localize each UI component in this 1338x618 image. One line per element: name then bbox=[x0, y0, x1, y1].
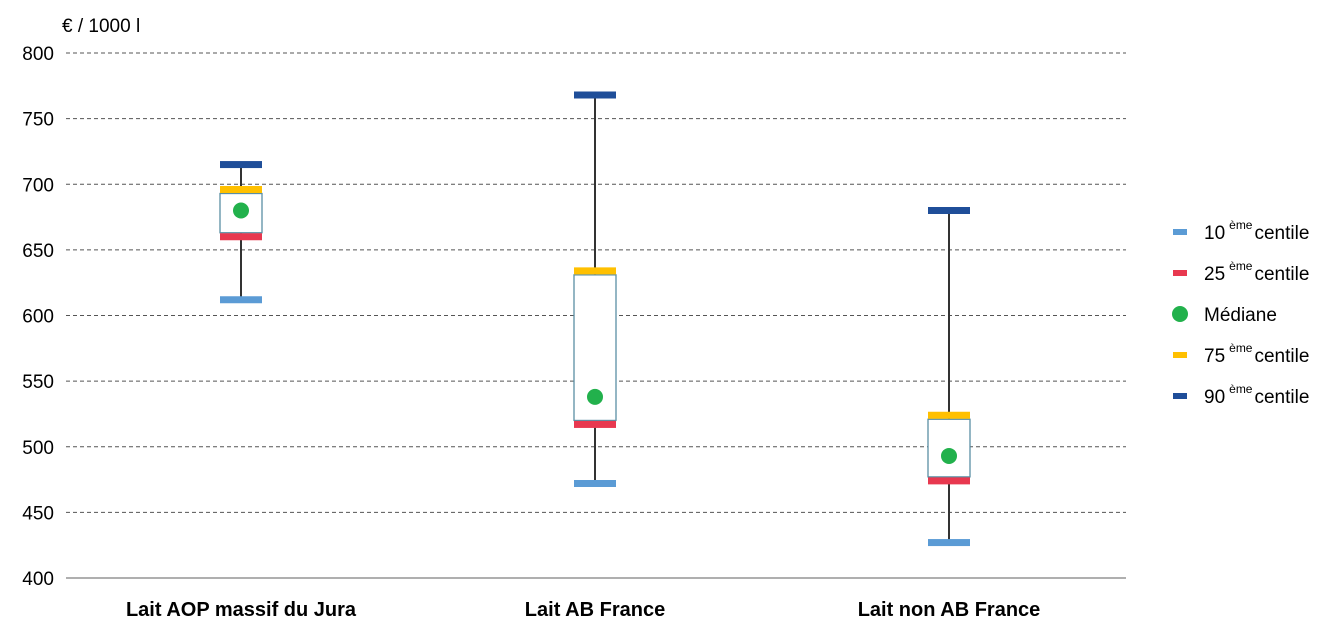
x-axis-categories: Lait AOP massif du Jura Lait AB France Lai… bbox=[126, 599, 1040, 618]
p25-marker bbox=[220, 233, 262, 241]
legend-bar-icon bbox=[1173, 393, 1187, 399]
legend-superscript: ème bbox=[1229, 382, 1253, 396]
box-group bbox=[219, 161, 263, 304]
p10-marker bbox=[220, 296, 262, 304]
p90-marker bbox=[220, 161, 262, 169]
legend-bar-icon bbox=[1173, 270, 1187, 276]
legend-suffix: centile bbox=[1254, 264, 1309, 285]
category-label: Lait AOP massif du Jura bbox=[126, 599, 357, 618]
legend-label: 90 ème centile bbox=[1204, 382, 1309, 408]
y-tick-label: 600 bbox=[22, 307, 54, 328]
p10-marker bbox=[574, 480, 616, 487]
legend-value: 75 bbox=[1204, 346, 1225, 367]
legend-bar-icon bbox=[1173, 352, 1187, 358]
legend-superscript: ème bbox=[1229, 259, 1253, 273]
median-marker bbox=[941, 447, 957, 464]
legend-label: 75 ème centile bbox=[1204, 341, 1309, 367]
p25-marker bbox=[574, 420, 616, 428]
p10-marker bbox=[928, 539, 970, 547]
y-tick-label: 800 bbox=[22, 44, 54, 65]
y-tick-label: 750 bbox=[22, 110, 54, 131]
p25-marker bbox=[928, 477, 970, 485]
legend-value: Médiane bbox=[1204, 305, 1277, 326]
legend-dot-icon bbox=[1172, 306, 1188, 322]
y-axis-unit-label: € / 1000 l bbox=[62, 16, 140, 37]
median-marker bbox=[233, 202, 249, 219]
category-label: Lait non AB France bbox=[858, 599, 1041, 618]
p90-marker bbox=[928, 207, 970, 214]
legend-value: 25 bbox=[1204, 264, 1225, 285]
p90-marker bbox=[574, 91, 616, 99]
legend-value: 90 bbox=[1204, 387, 1225, 408]
legend-superscript: ème bbox=[1229, 341, 1253, 355]
legend-item: 75 ème centile bbox=[1173, 341, 1309, 367]
legend-label: 25 ème centile bbox=[1204, 259, 1309, 285]
y-tick-label: 500 bbox=[22, 438, 54, 459]
legend-item: 90 ème centile bbox=[1173, 382, 1309, 408]
legend-label: 10 ème centile bbox=[1204, 218, 1309, 244]
p75-marker bbox=[574, 267, 616, 275]
legend-suffix: centile bbox=[1254, 223, 1309, 244]
p75-marker bbox=[928, 411, 970, 419]
legend-item: 25 ème centile bbox=[1173, 259, 1309, 285]
y-tick-label: 400 bbox=[22, 569, 54, 590]
legend-value: 10 bbox=[1204, 223, 1225, 244]
legend-bar-icon bbox=[1173, 229, 1187, 235]
y-tick-label: 550 bbox=[22, 372, 54, 393]
box-group bbox=[573, 91, 617, 487]
p75-marker bbox=[220, 186, 262, 193]
legend-item: 10 ème centile bbox=[1173, 218, 1309, 244]
box-plots bbox=[219, 91, 971, 547]
y-tick-label: 700 bbox=[22, 175, 54, 196]
legend-item: Médiane bbox=[1172, 305, 1277, 326]
box-group bbox=[927, 207, 971, 547]
legend-label: Médiane bbox=[1204, 305, 1277, 326]
legend-superscript: ème bbox=[1229, 218, 1253, 232]
y-tick-label: 650 bbox=[22, 241, 54, 262]
y-tick-label: 450 bbox=[22, 503, 54, 524]
legend-suffix: centile bbox=[1254, 346, 1309, 367]
category-label: Lait AB France bbox=[525, 599, 665, 618]
y-axis-ticks: 400 450 500 550 600 650 700 750 800 bbox=[22, 44, 54, 590]
legend-suffix: centile bbox=[1254, 387, 1309, 408]
median-marker bbox=[587, 388, 603, 405]
